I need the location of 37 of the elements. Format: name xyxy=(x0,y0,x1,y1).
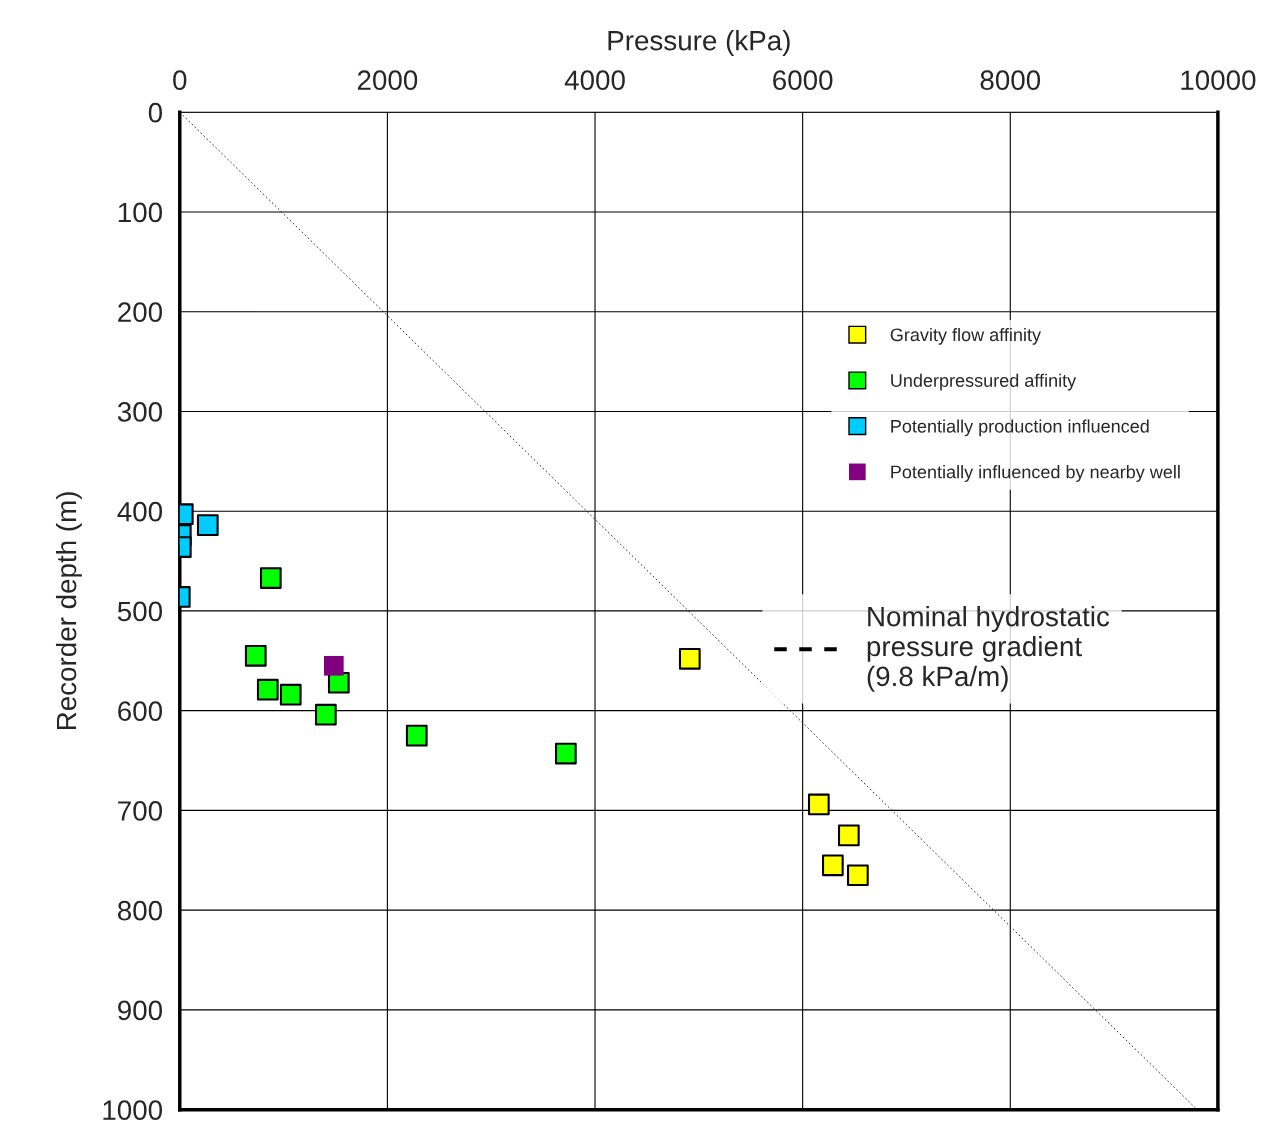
legend-label: Underpressured affinity xyxy=(891,373,1077,391)
point xyxy=(256,678,279,701)
x-tick-label: 8000 xyxy=(980,70,1041,91)
legend-label: Potentially influenced by nearby well xyxy=(891,465,1180,482)
point xyxy=(821,854,844,877)
point xyxy=(847,864,869,887)
legend-label: Nominal hydrostatic pressure gradient (9.8 kPa/m) xyxy=(867,606,1110,692)
y-axis-title: Recorder depth (m) xyxy=(55,492,82,730)
point xyxy=(244,644,267,667)
point xyxy=(314,703,337,726)
y-tick-label: 500 xyxy=(117,601,163,622)
point xyxy=(279,683,302,706)
x-tick-label: 6000 xyxy=(773,70,833,91)
point xyxy=(807,793,830,816)
legend-label: Gravity flow affinity xyxy=(890,327,1041,345)
y-tick-label: 200 xyxy=(118,302,163,323)
y-tick-label: 700 xyxy=(118,801,163,821)
x-tick-label: 4000 xyxy=(564,70,625,91)
x-tick-label: 10000 xyxy=(1181,70,1256,91)
y-tick-label: 1000 xyxy=(103,1100,163,1120)
point xyxy=(405,724,428,747)
y-tick-label: 600 xyxy=(118,701,163,722)
y-tick-label: 800 xyxy=(117,900,163,921)
point xyxy=(678,647,701,670)
point xyxy=(259,567,282,589)
x-axis-title: Pressure (kPa) xyxy=(608,30,790,56)
y-tick-label: 100 xyxy=(118,202,163,223)
y-tick-label: 300 xyxy=(117,402,163,422)
point xyxy=(324,655,344,676)
point xyxy=(554,742,577,765)
x-tick-label: 2000 xyxy=(357,70,418,91)
y-tick-label: 400 xyxy=(117,501,163,522)
legend-label: Potentially production influenced xyxy=(891,419,1149,437)
x-tick-label: 0 xyxy=(173,70,187,91)
point xyxy=(837,824,860,847)
y-tick-label: 0 xyxy=(148,102,163,123)
y-tick-label: 900 xyxy=(118,1000,163,1021)
